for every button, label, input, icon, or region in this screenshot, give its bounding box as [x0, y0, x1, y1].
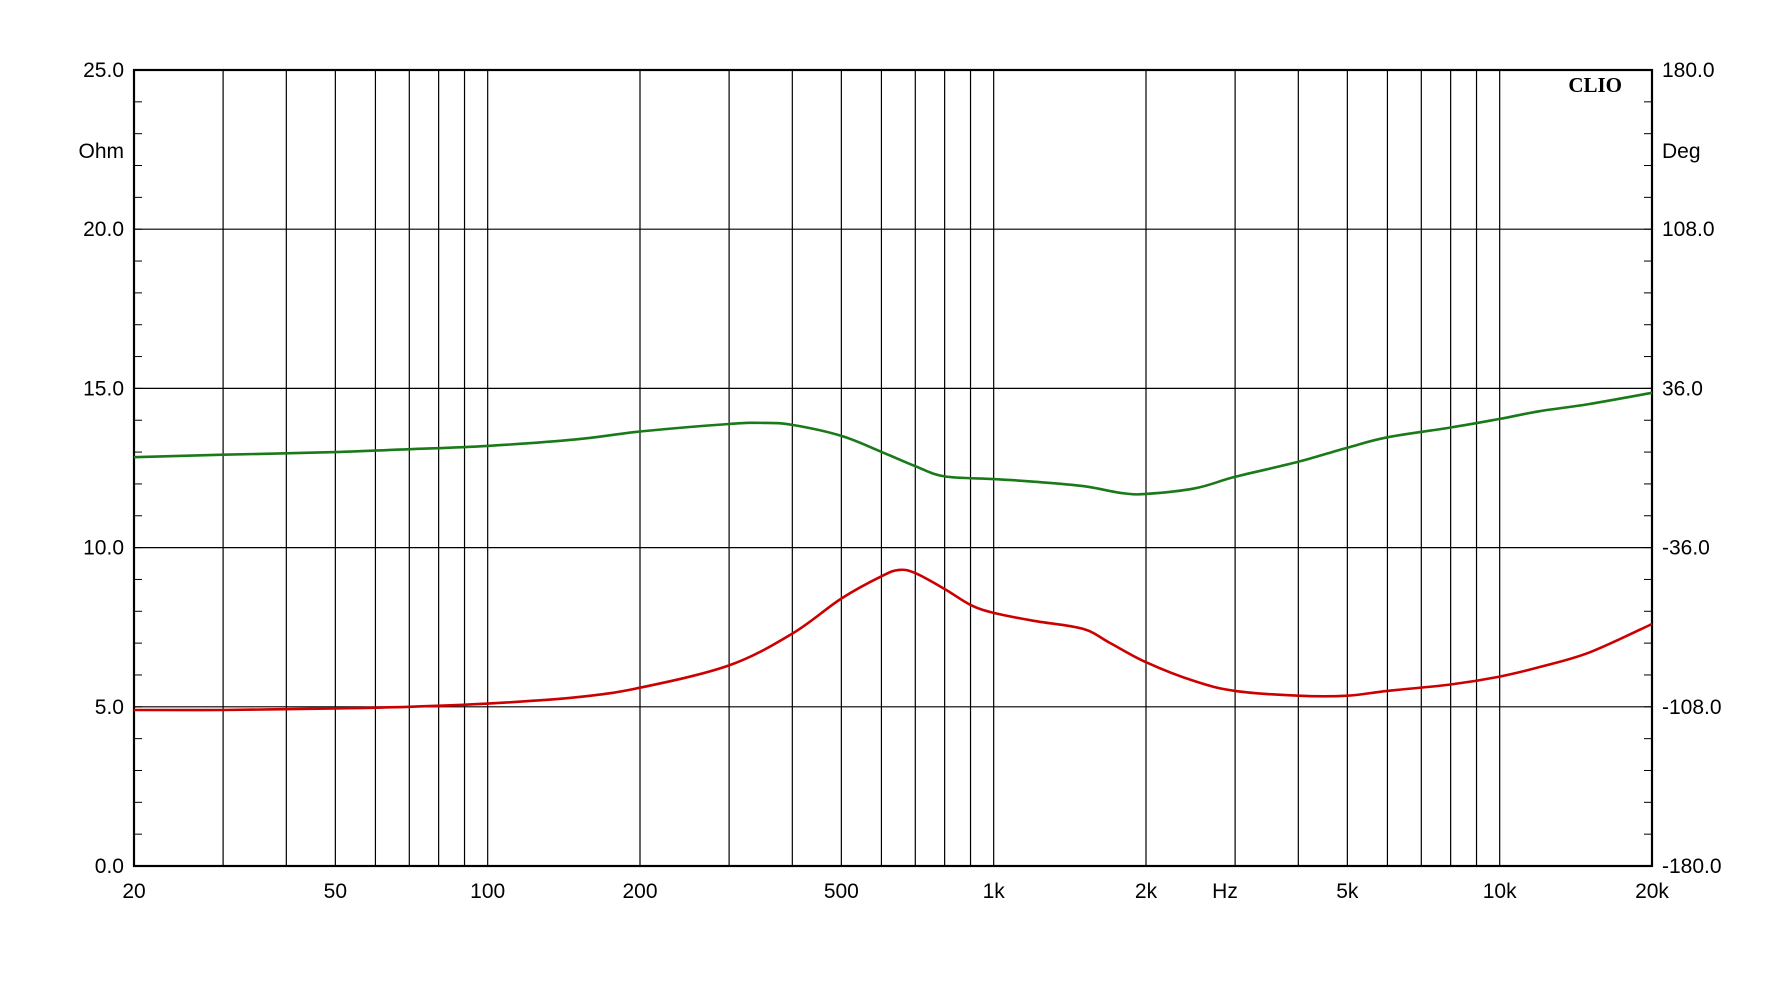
- clio-logo-text: CLIO: [1568, 73, 1622, 97]
- x-tick-label: 10k: [1483, 880, 1517, 903]
- horizontal-gridlines: [134, 69, 1652, 867]
- right-tick-label: 36.0: [1662, 377, 1703, 400]
- right-tick-label: -108.0: [1662, 696, 1722, 719]
- left-tick-label: 10.0: [83, 537, 124, 560]
- plot-border: [132, 68, 1654, 868]
- left-tick-label: 20.0: [83, 218, 124, 241]
- right-axis-ticks: -180.0 -108.0 -36.0 36.0 108.0 180.0: [1662, 59, 1722, 878]
- phase-curve: [133, 391, 1653, 496]
- x-axis-ticks: 20 50 100 200 500 1k 2k 5k 10k 20k: [122, 880, 1669, 903]
- vertical-gridlines: [222, 70, 1501, 866]
- impedance-curve: [133, 568, 1653, 712]
- plot-frame: [132, 68, 1654, 868]
- x-tick-label: 1k: [983, 880, 1006, 903]
- left-tick-label: 25.0: [83, 59, 124, 82]
- x-tick-label: 5k: [1336, 880, 1359, 903]
- x-tick-label: 100: [470, 880, 505, 903]
- right-axis-unit: Deg: [1662, 140, 1701, 163]
- x-tick-label: 500: [824, 880, 859, 903]
- left-tick-label: 5.0: [95, 696, 124, 719]
- left-tick-label: 0.0: [95, 855, 124, 878]
- x-tick-label: 50: [324, 880, 347, 903]
- x-tick-label: 200: [622, 880, 657, 903]
- right-tick-label: 180.0: [1662, 59, 1715, 82]
- left-axis-unit: Ohm: [78, 140, 124, 163]
- x-tick-label: 20: [122, 880, 145, 903]
- right-tick-label: -36.0: [1662, 537, 1710, 560]
- left-tick-label: 15.0: [83, 377, 124, 400]
- right-tick-label: 108.0: [1662, 218, 1715, 241]
- series-layer: [133, 391, 1653, 712]
- x-tick-label: 20k: [1635, 880, 1669, 903]
- x-axis-unit: Hz: [1212, 880, 1238, 903]
- x-tick-label: 2k: [1135, 880, 1158, 903]
- left-axis-ticks: 0.0 5.0 10.0 15.0 20.0 25.0: [83, 59, 124, 878]
- right-tick-label: -180.0: [1662, 855, 1722, 878]
